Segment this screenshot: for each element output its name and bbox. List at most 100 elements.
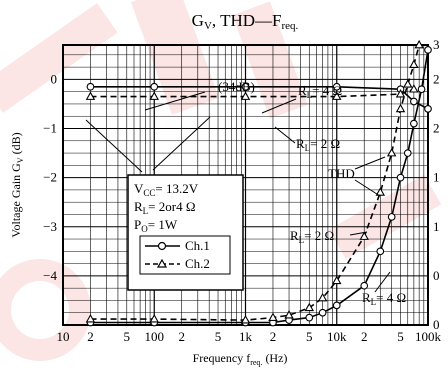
chart-title: GV, THD—Freq. [192, 11, 299, 32]
series-3-point [268, 312, 278, 321]
x-tick-label: 5 [124, 329, 131, 344]
series-3-point [240, 314, 251, 324]
legend-marker-ch1 [157, 241, 167, 251]
y-tick-label: −3 [43, 219, 57, 234]
series-3-point [403, 79, 413, 88]
legend-label-ch2: Ch.2 [185, 256, 210, 271]
arrow-rl2-mid [349, 231, 368, 236]
x-tick-label: 2 [270, 329, 277, 344]
x-tick-label: 10 [57, 329, 70, 344]
series-2-point [360, 281, 369, 290]
legend-label-ch1: Ch.1 [185, 238, 210, 253]
annotation-rl4-bot: RL= 4 Ω [362, 290, 406, 307]
condition-po: PO= 1W [134, 217, 178, 234]
series-2-point [396, 173, 405, 182]
y-tick-label: 0 [51, 71, 58, 86]
annotations: (34dB) GV RL= 4 Ω RL= 2 Ω THD RL= 2 Ω RL… [85, 79, 406, 307]
y2-tick-label: 3 [433, 37, 440, 52]
series-1-point [85, 91, 96, 100]
series-1-point [395, 88, 406, 98]
series-1-point [409, 84, 419, 93]
x-tick-label: 2 [361, 329, 368, 344]
y2-tick-label: 2 [433, 71, 440, 86]
arrow-thd-2 [354, 179, 381, 197]
annotation-thd: THD [328, 166, 355, 181]
series-3-point [304, 302, 315, 312]
series-line-3 [90, 44, 420, 321]
series-1-point [149, 91, 159, 100]
x-tick-label: 5 [215, 329, 222, 344]
series-3-point [375, 187, 386, 196]
series-3-point [149, 313, 159, 323]
x-tick-label: 100 [145, 329, 165, 344]
series-3-point [359, 231, 369, 240]
legend-inner-frame [139, 235, 231, 275]
series-3-point [85, 313, 96, 323]
x-tick-label: 2 [87, 329, 94, 344]
arrow-rl4-top [261, 98, 297, 114]
series-3-point [409, 59, 419, 68]
annotation-rl2-top: RL= 2 Ω [296, 136, 340, 153]
x-tick-label: 100k [415, 329, 442, 344]
x-tick-label: 5 [397, 329, 404, 344]
legend-marker-ch2 [156, 258, 168, 268]
condition-rl: RL= 2or4 Ω [134, 199, 196, 216]
series-0-point [150, 82, 159, 91]
series-0-point [86, 82, 95, 91]
series-2-point [403, 149, 412, 157]
series-3 [85, 39, 424, 324]
series-3-point [284, 310, 294, 319]
arrow-rl2-top [274, 126, 296, 144]
series-2-point [332, 301, 341, 310]
x-tick-label: 10k [327, 329, 347, 344]
annotation-rl2-mid: RL= 2 Ω [290, 228, 334, 245]
arrow-gv-1 [85, 119, 143, 173]
x-tick-label: 2 [178, 329, 185, 344]
y-tick-label: −4 [43, 268, 57, 283]
arrow-gv-2 [152, 116, 211, 171]
arrow-34db [144, 91, 206, 111]
series-0 [86, 82, 432, 113]
y2-tick-label: 2 [433, 121, 440, 136]
y-tick-labels: 0 −1 −2 −3 −4 [43, 71, 57, 282]
y-tick-label: −2 [43, 170, 57, 185]
series-line-0 [90, 86, 429, 110]
x-axis-label: Frequency freq. (Hz) [193, 351, 288, 367]
series-2-point [424, 46, 432, 54]
series-1-point [240, 91, 251, 100]
series-3-point [414, 39, 424, 49]
y2-tick-labels: 3 2 2 1 1 0 0 [433, 37, 440, 332]
series-0-point [332, 82, 341, 91]
watermark [0, 0, 442, 361]
annotation-34db: (34dB) [218, 79, 255, 94]
y2-tick-label: 0 [433, 268, 440, 283]
series-2-point [305, 313, 314, 322]
y2-tick-label: 0 [433, 317, 440, 332]
series-2-point [417, 85, 426, 94]
x-tick-label: 5 [306, 329, 313, 344]
series-1 [85, 84, 419, 100]
x-tick-label: 1k [239, 329, 253, 344]
series-3-point [317, 292, 328, 302]
series-line-2 [90, 49, 429, 324]
series-0-point [410, 97, 418, 106]
series-2-point [318, 308, 327, 317]
series-1-point [332, 91, 342, 100]
y2-tick-label: 1 [433, 219, 440, 234]
y2-tick-label: 1 [433, 170, 440, 185]
series-3-point [332, 275, 342, 285]
y-tick-label: −1 [43, 121, 57, 136]
annotation-rl4-top: RL= 4 Ω [298, 83, 342, 100]
y-axis-label: Voltage Gain GV(dB) [9, 132, 25, 237]
legend: VCC= 13.2V RL= 2or4 Ω PO= 1W Ch.1 Ch.2 [127, 174, 244, 291]
series-layer [85, 39, 432, 327]
series-2-point [387, 213, 396, 221]
x-tick-labels: 10 2 5 100 2 5 1k 2 5 10k 2 5 100k [57, 329, 442, 344]
condition-vcc: VCC= 13.2V [134, 181, 199, 198]
series-0-point [241, 82, 250, 91]
series-3-point [386, 147, 397, 157]
arrow-rl4-bot [374, 271, 391, 293]
series-0-point [424, 105, 432, 113]
